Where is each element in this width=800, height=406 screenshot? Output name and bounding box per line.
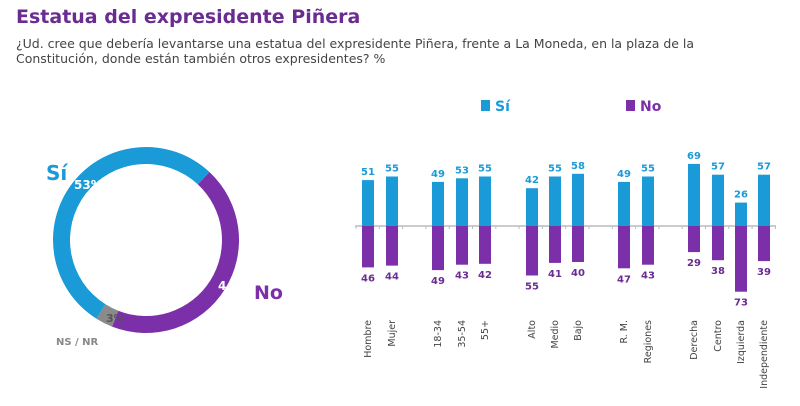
slice-label-nsnr: 3% <box>106 312 125 325</box>
value-label-si-13: 57 <box>757 162 771 173</box>
category-label-7: Bajo <box>573 320 584 341</box>
value-label-si-9: 55 <box>641 164 655 175</box>
category-label-0: Hombre <box>363 320 374 358</box>
value-label-no-4: 42 <box>478 270 492 281</box>
donut-slice-nsnr <box>96 304 119 327</box>
slice-name-si: Sí <box>46 161 68 185</box>
donut-slice-si <box>52 146 210 319</box>
slice-label-no: 44% <box>218 279 247 293</box>
bar-si-4 <box>479 176 491 226</box>
page-title: Estatua del expresidente Piñera <box>16 6 361 28</box>
bar-si-8 <box>618 181 630 226</box>
category-label-8: R. M. <box>619 320 630 344</box>
value-label-si-5: 42 <box>525 175 539 186</box>
value-label-no-1: 44 <box>385 272 399 283</box>
category-label-2: 18-34 <box>433 320 444 348</box>
bar-no-11 <box>712 226 724 261</box>
bar-si-3 <box>456 178 468 226</box>
bar-no-4 <box>479 226 491 264</box>
bar-no-12 <box>735 226 747 292</box>
value-label-no-10: 29 <box>687 258 701 269</box>
bar-si-12 <box>735 202 747 226</box>
bar-si-10 <box>688 163 700 226</box>
bar-si-13 <box>758 174 770 226</box>
value-label-no-12: 73 <box>734 298 748 309</box>
value-label-no-6: 41 <box>548 269 562 280</box>
bar-si-9 <box>642 176 654 226</box>
bar-si-0 <box>362 180 374 226</box>
bar-no-6 <box>549 226 561 263</box>
value-label-si-3: 53 <box>455 165 469 176</box>
value-label-no-11: 38 <box>711 266 725 277</box>
value-label-no-13: 39 <box>757 267 771 278</box>
category-label-6: Medio <box>550 320 561 349</box>
value-label-si-6: 55 <box>548 164 562 175</box>
value-label-no-3: 43 <box>455 271 469 282</box>
bar-no-8 <box>618 226 630 269</box>
donut-slice-no <box>112 171 239 333</box>
category-label-11: Centro <box>713 320 724 352</box>
value-label-si-10: 69 <box>687 151 701 162</box>
bar-no-7 <box>572 226 584 262</box>
value-label-si-2: 49 <box>431 169 445 180</box>
bar-no-0 <box>362 226 374 268</box>
value-label-si-11: 57 <box>711 162 725 173</box>
bar-no-13 <box>758 226 770 262</box>
slice-name-no: No <box>254 282 283 304</box>
bar-si-1 <box>386 176 398 226</box>
legend-swatch-1 <box>626 100 635 111</box>
bar-si-7 <box>572 173 584 226</box>
bar-no-2 <box>432 226 444 271</box>
value-label-no-5: 55 <box>525 282 539 293</box>
value-label-no-8: 47 <box>617 274 631 285</box>
value-label-no-7: 40 <box>571 268 585 279</box>
category-label-5: Alto <box>527 320 538 339</box>
bar-si-6 <box>549 176 561 226</box>
value-label-no-0: 46 <box>361 273 375 284</box>
value-label-no-2: 49 <box>431 276 445 287</box>
category-label-10: Derecha <box>689 320 700 360</box>
value-label-no-9: 43 <box>641 271 655 282</box>
bar-si-2 <box>432 181 444 226</box>
bar-no-3 <box>456 226 468 265</box>
category-label-3: 35-54 <box>457 320 468 348</box>
value-label-si-7: 58 <box>571 161 585 172</box>
category-label-4: 55+ <box>480 320 491 340</box>
question-text: ¿Ud. cree que debería levantarse una est… <box>16 36 695 66</box>
bar-no-9 <box>642 226 654 265</box>
slice-name-nsnr: NS / NR <box>56 337 99 348</box>
value-label-si-1: 55 <box>385 164 399 175</box>
bar-no-5 <box>526 226 538 276</box>
bar-si-5 <box>526 188 538 226</box>
category-label-9: Regiones <box>643 320 654 363</box>
category-label-1: Mujer <box>387 320 398 347</box>
legend-label-0: Sí <box>495 99 511 115</box>
category-label-13: Independiente <box>759 320 770 389</box>
bar-si-11 <box>712 174 724 226</box>
bar-no-1 <box>386 226 398 266</box>
legend-label-1: No <box>640 99 662 115</box>
value-label-si-0: 51 <box>361 167 375 178</box>
value-label-si-12: 26 <box>734 190 748 201</box>
category-label-12: Izquierda <box>736 320 747 364</box>
legend-swatch-0 <box>481 100 490 111</box>
slice-label-si: 53% <box>74 178 103 192</box>
value-label-si-8: 49 <box>617 169 631 180</box>
value-label-si-4: 55 <box>478 164 492 175</box>
bar-no-10 <box>688 226 700 253</box>
